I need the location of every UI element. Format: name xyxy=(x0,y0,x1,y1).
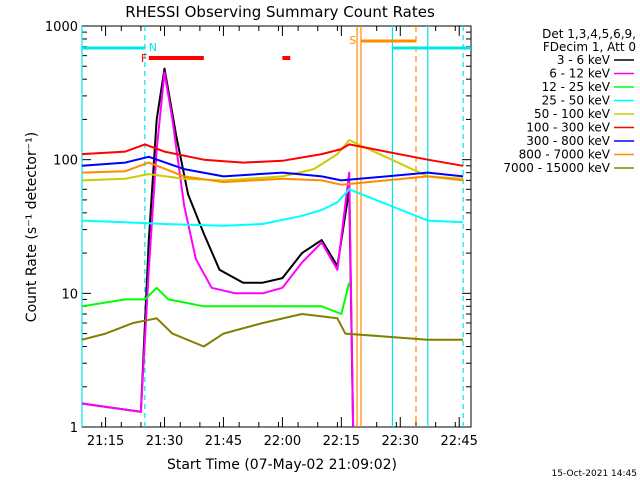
series-line-5 xyxy=(81,143,464,167)
legend-label: 50 - 100 keV xyxy=(534,107,611,121)
x-tick-label: 21:45 xyxy=(205,434,242,449)
legend-label: 25 - 50 keV xyxy=(542,94,611,108)
marker-label: N xyxy=(149,41,157,54)
x-axis: 21:15 21:30 21:45 22:00 22:15 22:30 22:45 xyxy=(81,26,478,449)
marker-label: F xyxy=(141,52,147,65)
series-line-1 xyxy=(81,71,355,428)
overlays xyxy=(81,26,464,427)
x-tick-label: 22:00 xyxy=(264,434,301,449)
legend-label: 12 - 25 keV xyxy=(542,80,611,94)
x-tick-label: 22:15 xyxy=(323,434,360,449)
series-line-3 xyxy=(81,188,464,227)
legend-label: 3 - 6 keV xyxy=(557,53,611,67)
plot-area xyxy=(81,25,472,428)
legend-label: 800 - 7000 keV xyxy=(519,148,611,162)
legend: Det 1,3,4,5,6,9,FDecim 1, Att 03 - 6 keV… xyxy=(503,27,636,175)
y-tick-label: 100 xyxy=(53,154,78,169)
series-line-6 xyxy=(81,155,464,182)
chart-title: RHESSI Observing Summary Count Rates xyxy=(125,3,435,21)
footer-date: 15-Oct-2021 14:45 xyxy=(552,469,637,479)
y-tick-label: 1000 xyxy=(45,20,78,35)
series-lines xyxy=(81,67,464,428)
markers: NF S xyxy=(82,34,471,65)
y-tick-label: 10 xyxy=(61,287,78,302)
x-tick-label: 21:30 xyxy=(146,434,183,449)
series-line-4 xyxy=(81,139,464,182)
plot-frame xyxy=(81,25,472,428)
x-tick-label: 22:30 xyxy=(382,434,419,449)
marker-label: S xyxy=(349,34,356,47)
series-line-8 xyxy=(81,313,464,348)
x-tick-label: 21:15 xyxy=(87,434,124,449)
y-axis-label: Count Rate (s⁻¹ detector⁻¹) xyxy=(24,132,40,322)
x-axis-label: Start Time (07-May-02 21:09:02) xyxy=(167,457,397,473)
series-line-2 xyxy=(81,282,351,315)
legend-label: 7000 - 15000 keV xyxy=(503,161,610,175)
series-line-7 xyxy=(81,161,464,186)
y-axis: 1 10 100 1000 xyxy=(45,20,471,436)
legend-label: 300 - 800 keV xyxy=(526,134,610,148)
legend-header: FDecim 1, Att 0 xyxy=(543,40,636,54)
legend-label: 100 - 300 keV xyxy=(526,121,610,135)
legend-label: 6 - 12 keV xyxy=(549,67,611,81)
x-tick-label: 22:45 xyxy=(440,434,477,449)
y-tick-label: 1 xyxy=(70,421,78,436)
legend-header: Det 1,3,4,5,6,9, xyxy=(542,27,636,41)
series-line-0 xyxy=(81,67,355,428)
